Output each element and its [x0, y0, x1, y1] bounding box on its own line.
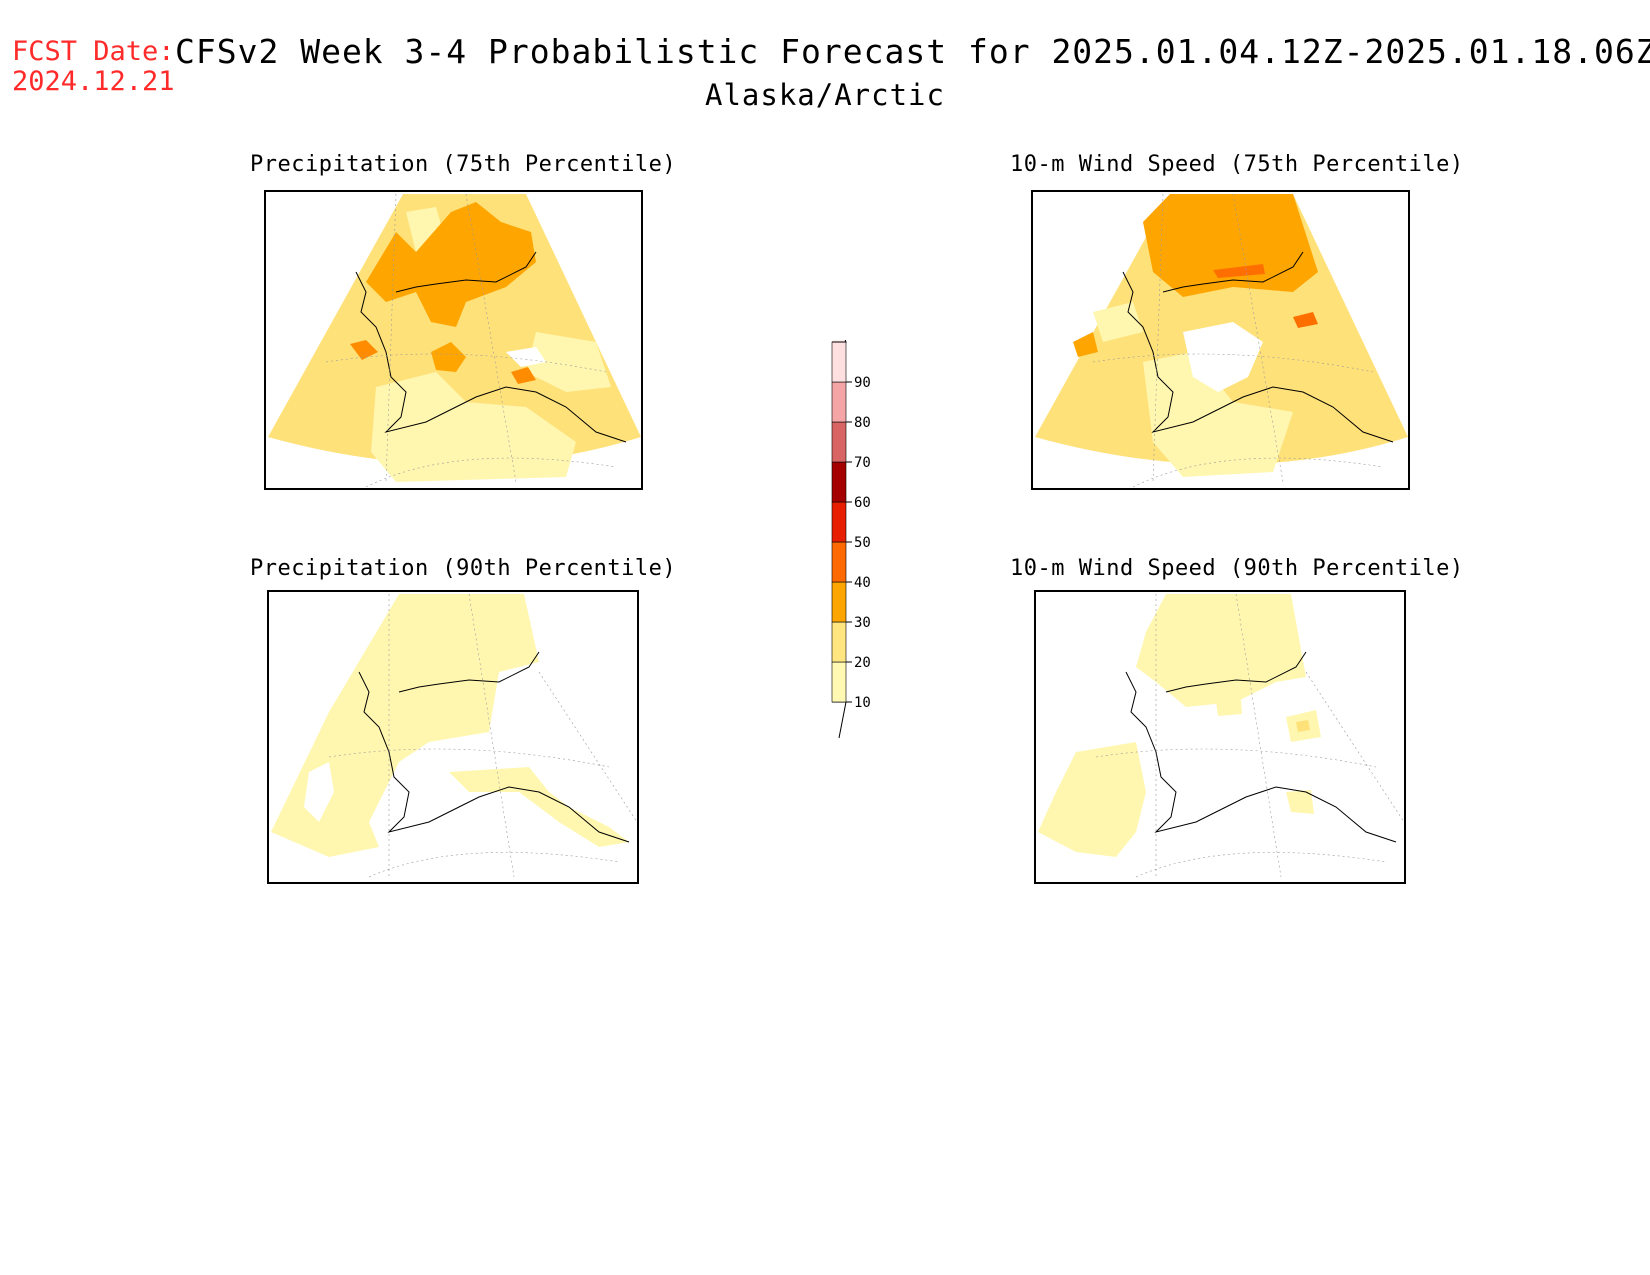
level-30-area	[366, 202, 536, 327]
panel-title-precip-90: Precipitation (90th Percentile)	[250, 556, 677, 581]
coastline	[358, 651, 630, 843]
level-10-area	[1286, 790, 1314, 814]
white-area	[1183, 322, 1263, 392]
colorbar-label: 50	[854, 535, 871, 551]
level-10-area	[1136, 594, 1306, 707]
level-30-area	[1143, 194, 1318, 297]
colorbar-label: 10	[854, 695, 871, 711]
graticule	[325, 193, 617, 488]
fcst-date-value: 2024.12.21	[12, 66, 175, 97]
level-10-area	[371, 372, 576, 482]
level-10-area	[1143, 352, 1293, 477]
graticule	[328, 593, 637, 878]
level-30-area	[1073, 332, 1098, 357]
colorbar: 10 20 30 40 50 60 70 80 90	[820, 323, 890, 740]
level-10-area	[1216, 700, 1242, 716]
colorbar-swatch	[831, 341, 847, 383]
colorbar-tip-high	[832, 323, 847, 343]
colorbar-tip-low	[832, 701, 847, 739]
level-20-area	[1296, 720, 1310, 732]
map-wind-75	[1035, 193, 1408, 488]
colorbar-label: 40	[854, 575, 871, 591]
page-title: CFSv2 Week 3-4 Probabilistic Forecast fo…	[175, 32, 1650, 71]
level-10-area	[1038, 742, 1146, 857]
level-30-area	[511, 367, 536, 384]
map-precip-75	[268, 193, 641, 488]
level-40-area	[1293, 312, 1318, 328]
coastline	[355, 251, 627, 443]
panel-title-wind-75: 10-m Wind Speed (75th Percentile)	[1010, 152, 1464, 177]
level-10-area	[526, 332, 611, 392]
map-domain	[268, 194, 641, 465]
colorbar-swatch	[831, 501, 847, 543]
colorbar-swatch	[831, 661, 847, 703]
map-panel-wind-75	[1031, 190, 1410, 490]
white-area	[304, 762, 334, 822]
level-10-area	[271, 594, 539, 857]
graticule	[1092, 193, 1384, 488]
panel-title-precip-75: Precipitation (75th Percentile)	[250, 152, 677, 177]
coastline	[1125, 651, 1397, 843]
panel-title-wind-90: 10-m Wind Speed (90th Percentile)	[1010, 556, 1464, 581]
graticule	[1095, 593, 1404, 878]
level-10-area	[449, 767, 629, 847]
level-10-area	[1093, 302, 1143, 342]
colorbar-label: 70	[854, 455, 871, 471]
region-subtitle: Alaska/Arctic	[705, 78, 945, 112]
colorbar-label: 60	[854, 495, 871, 511]
colorbar-swatch	[831, 421, 847, 463]
colorbar-label: 90	[854, 375, 871, 391]
map-panel-precip-75	[264, 190, 643, 490]
colorbar-swatch	[831, 461, 847, 503]
colorbar-swatch	[831, 381, 847, 423]
colorbar-swatch	[831, 621, 847, 663]
coastline	[1122, 251, 1394, 443]
colorbar-swatch	[831, 541, 847, 583]
white-area	[506, 347, 546, 367]
map-precip-90	[271, 593, 637, 878]
level-30-area	[350, 340, 378, 360]
level-30-area	[431, 342, 466, 372]
map-wind-90	[1038, 593, 1404, 878]
fcst-date-label: FCST Date:	[12, 36, 175, 67]
colorbar-swatch	[831, 581, 847, 623]
level-40-area	[1213, 264, 1265, 278]
colorbar-label: 30	[854, 615, 871, 631]
colorbar-svg: 10 20 30 40 50 60 70 80 90	[831, 323, 871, 739]
colorbar-label: 20	[854, 655, 871, 671]
colorbar-label: 80	[854, 415, 871, 431]
map-panel-wind-90	[1034, 590, 1406, 884]
map-panel-precip-90	[267, 590, 639, 884]
